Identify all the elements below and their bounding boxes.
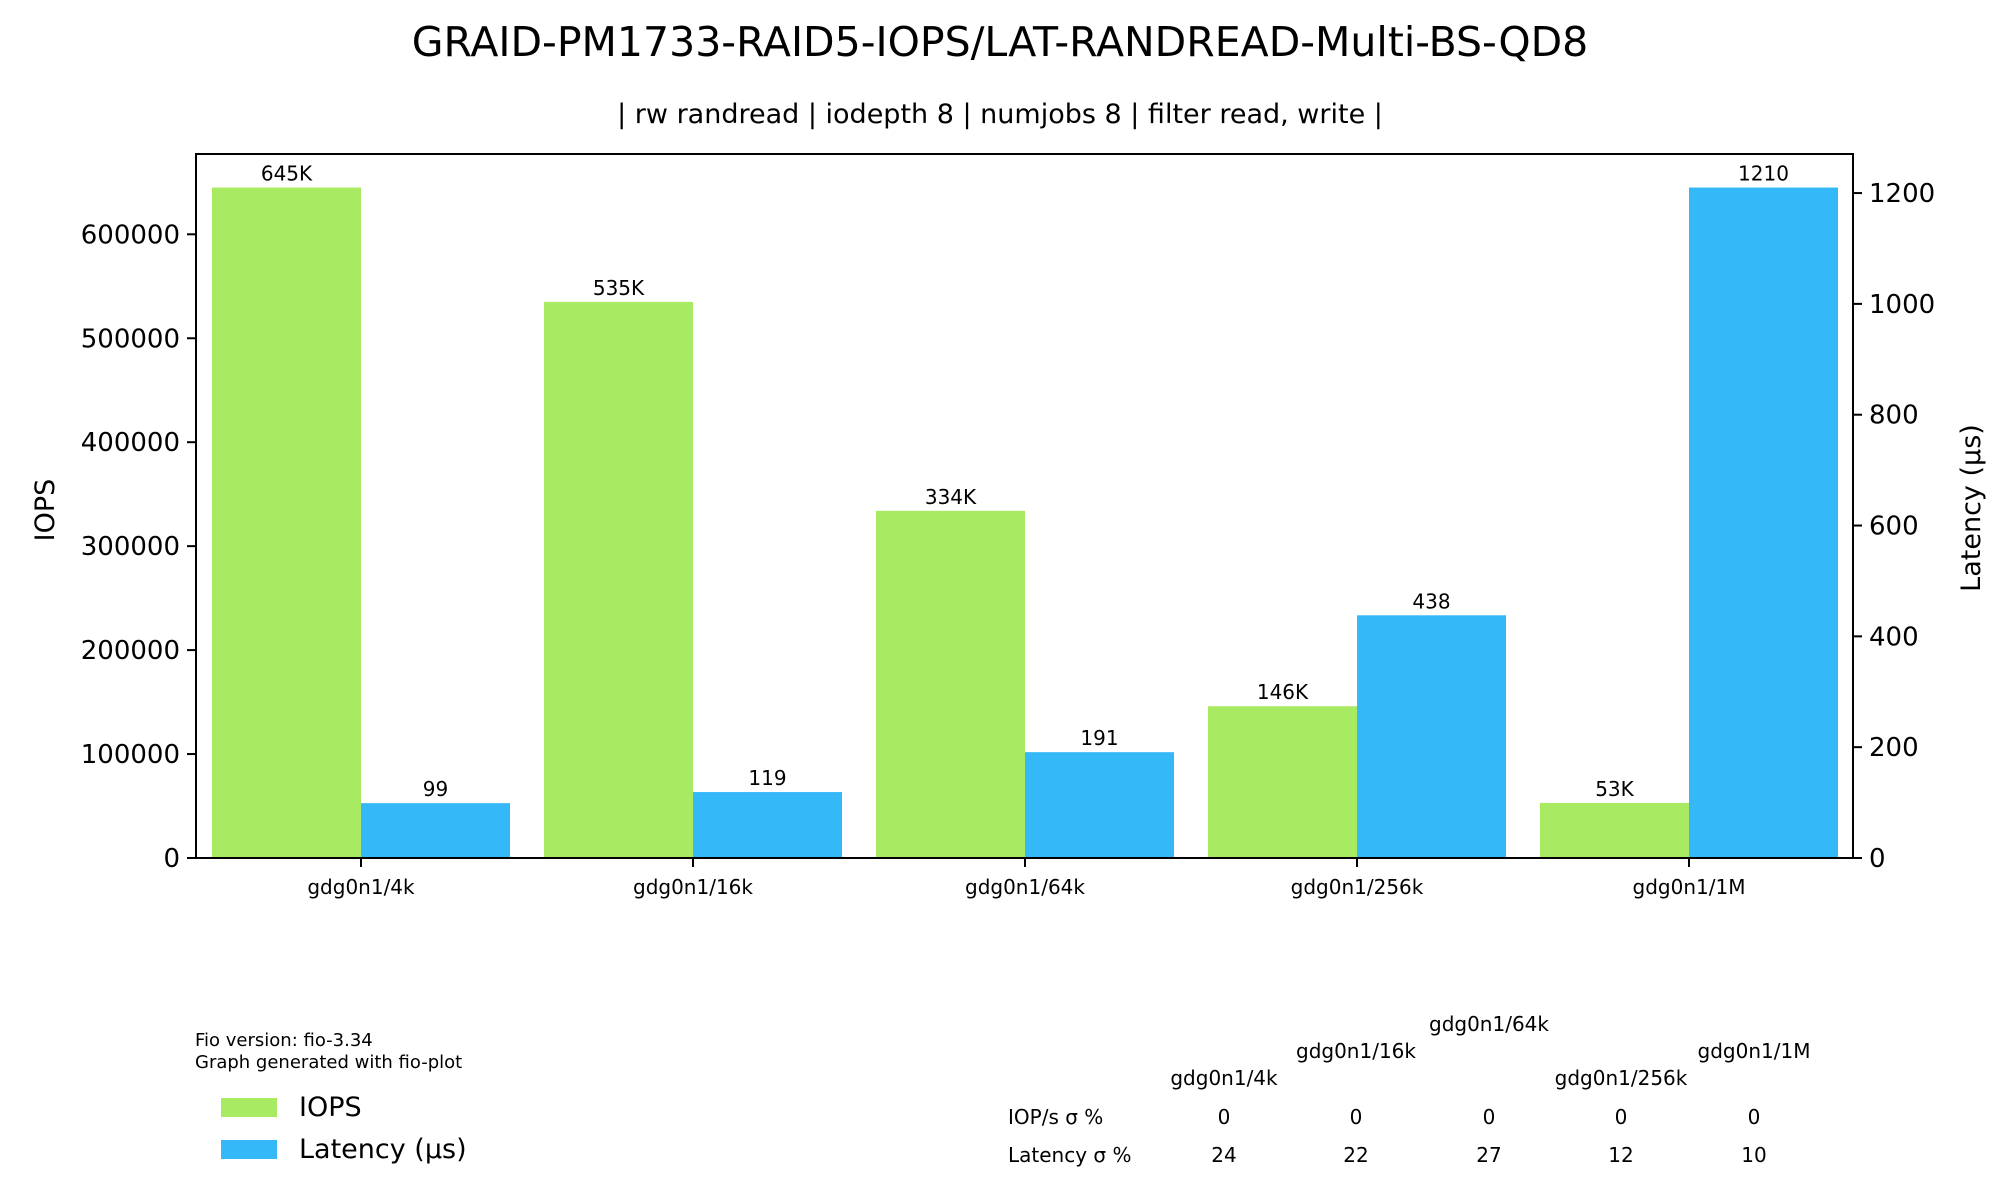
bar-labels-layer: 645K 535K 334K 146K 53K 99 119 191 438 1210 bbox=[261, 162, 1789, 802]
bar-label-latency-2: 191 bbox=[1080, 726, 1118, 750]
left-tick-label-5: 500000 bbox=[81, 324, 180, 354]
legend: IOPS Latency (µs) bbox=[221, 1092, 467, 1165]
chart-subtitle: | rw randread | iodepth 8 | numjobs 8 | … bbox=[617, 99, 1383, 130]
stddev-cell-0-1: 0 bbox=[1350, 1105, 1363, 1129]
x-tick-label-0: gdg0n1/4k bbox=[307, 875, 415, 899]
stddev-col-header-4: gdg0n1/1M bbox=[1698, 1039, 1811, 1063]
left-tick-label-1: 100000 bbox=[81, 740, 180, 770]
right-axis: 0 200 400 600 800 1000 1200 bbox=[1853, 179, 1935, 874]
legend-label-iops: IOPS bbox=[299, 1092, 362, 1123]
right-tick-label-0: 0 bbox=[1869, 844, 1886, 874]
stddev-cell-0-4: 0 bbox=[1748, 1105, 1761, 1129]
x-axis: gdg0n1/4k gdg0n1/16k gdg0n1/64k gdg0n1/256k… bbox=[307, 858, 1745, 899]
bar-latency-0 bbox=[361, 803, 510, 858]
stddev-col-header-0: gdg0n1/4k bbox=[1170, 1066, 1278, 1090]
y-axis-label-left: IOPS bbox=[30, 479, 61, 542]
right-tick-label-5: 1000 bbox=[1869, 290, 1935, 320]
stddev-table: gdg0n1/4k gdg0n1/16k gdg0n1/64k gdg0n1/256k… bbox=[1008, 1012, 1810, 1167]
right-tick-label-3: 600 bbox=[1869, 512, 1919, 542]
stddev-cell-1-1: 22 bbox=[1343, 1143, 1368, 1167]
left-axis: 0 100000 200000 300000 400000 500000 600000 bbox=[81, 220, 196, 874]
stddev-col-header-3: gdg0n1/256k bbox=[1555, 1066, 1688, 1090]
x-tick-label-3: gdg0n1/256k bbox=[1291, 875, 1424, 899]
left-tick-label-4: 400000 bbox=[81, 428, 180, 458]
right-tick-label-4: 800 bbox=[1869, 401, 1919, 431]
bar-label-latency-3: 438 bbox=[1412, 589, 1450, 613]
bar-label-iops-4: 53K bbox=[1595, 777, 1634, 801]
bar-latency-1 bbox=[693, 792, 842, 858]
bar-latency-4 bbox=[1689, 187, 1838, 858]
right-tick-label-1: 200 bbox=[1869, 733, 1919, 763]
bar-label-iops-0: 645K bbox=[261, 162, 313, 186]
right-tick-label-2: 400 bbox=[1869, 622, 1919, 652]
bar-iops-3 bbox=[1208, 706, 1357, 858]
stddev-cell-1-0: 24 bbox=[1211, 1143, 1236, 1167]
bar-label-iops-3: 146K bbox=[1257, 680, 1309, 704]
bar-label-iops-1: 535K bbox=[593, 276, 645, 300]
left-tick-label-2: 200000 bbox=[81, 636, 180, 666]
right-tick-label-6: 1200 bbox=[1869, 179, 1935, 209]
legend-label-latency: Latency (µs) bbox=[299, 1134, 467, 1165]
x-tick-label-4: gdg0n1/1M bbox=[1633, 875, 1746, 899]
stddev-cell-1-4: 10 bbox=[1741, 1143, 1766, 1167]
bar-iops-2 bbox=[876, 510, 1025, 858]
left-tick-label-0: 0 bbox=[163, 844, 180, 874]
stddev-cell-1-3: 12 bbox=[1608, 1143, 1633, 1167]
bar-latency-3 bbox=[1357, 615, 1506, 858]
stddev-row-label-0: IOP/s σ % bbox=[1008, 1105, 1103, 1129]
stddev-cell-1-2: 27 bbox=[1476, 1143, 1501, 1167]
bar-latency-2 bbox=[1025, 752, 1174, 858]
legend-swatch-latency bbox=[221, 1140, 277, 1159]
stddev-row-label-1: Latency σ % bbox=[1008, 1143, 1131, 1167]
left-tick-label-3: 300000 bbox=[81, 532, 180, 562]
stddev-cell-0-0: 0 bbox=[1218, 1105, 1231, 1129]
bar-iops-4 bbox=[1540, 802, 1689, 858]
bar-iops-0 bbox=[212, 187, 361, 858]
bar-label-latency-0: 99 bbox=[423, 777, 448, 801]
bar-label-iops-2: 334K bbox=[925, 485, 977, 509]
bar-label-latency-1: 119 bbox=[748, 766, 786, 790]
x-tick-label-1: gdg0n1/16k bbox=[633, 875, 753, 899]
stddev-col-header-1: gdg0n1/16k bbox=[1296, 1039, 1416, 1063]
y-axis-label-right: Latency (µs) bbox=[1956, 424, 1987, 592]
legend-swatch-iops bbox=[221, 1098, 277, 1117]
left-tick-label-6: 600000 bbox=[81, 220, 180, 250]
bars-layer bbox=[212, 187, 1838, 858]
stddev-cell-0-2: 0 bbox=[1483, 1105, 1496, 1129]
x-tick-label-2: gdg0n1/64k bbox=[965, 875, 1085, 899]
stddev-col-header-2: gdg0n1/64k bbox=[1429, 1012, 1549, 1036]
chart-title: GRAID-PM1733-RAID5-IOPS/LAT-RANDREAD-Mul… bbox=[412, 18, 1589, 66]
stddev-cell-0-3: 0 bbox=[1615, 1105, 1628, 1129]
footer-line-version: Fio version: fio-3.34 bbox=[195, 1030, 373, 1051]
bar-label-latency-4: 1210 bbox=[1738, 162, 1789, 186]
footer-line-generator: Graph generated with fio-plot bbox=[195, 1052, 462, 1073]
bar-iops-1 bbox=[544, 301, 693, 858]
